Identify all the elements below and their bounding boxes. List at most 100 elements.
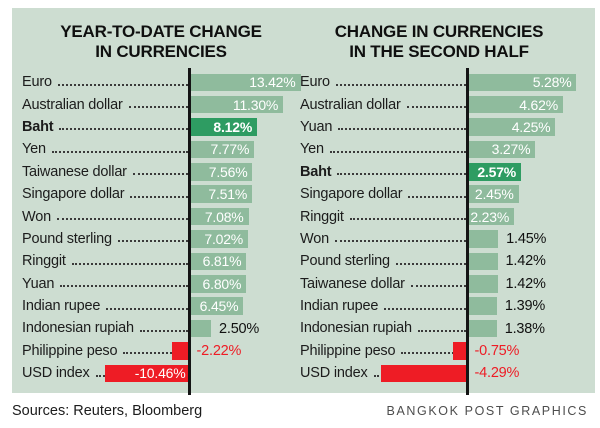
chart-title-line: IN THE SECOND HALF — [349, 42, 529, 61]
bar: 6.80% — [190, 275, 247, 293]
bar: 7.08% — [190, 207, 249, 226]
bar-zone: 13.42% — [190, 73, 301, 91]
value-label: 7.56% — [208, 163, 248, 180]
chart-row: Yuan 4.25% — [300, 116, 578, 138]
bar — [468, 275, 498, 293]
value-label: 4.62% — [519, 96, 558, 113]
chart-row: Pound sterling 1.42% — [300, 250, 578, 272]
chart-row: Ringgit 6.81% — [22, 250, 300, 272]
dotted-leader — [406, 106, 466, 109]
bar: 7.02% — [190, 230, 249, 248]
bar — [190, 319, 211, 338]
category-label: USD index — [22, 365, 90, 382]
dotted-leader — [384, 307, 466, 310]
label-zone: Yen — [22, 138, 188, 160]
label-zone: Philippine peso — [300, 340, 466, 362]
chart-row: USD index -4.29% — [300, 362, 578, 384]
value-label: 4.25% — [511, 119, 551, 136]
negative-bar — [380, 364, 469, 383]
bar-zone: 6.80% — [190, 275, 301, 293]
bar: 3.27% — [468, 140, 536, 159]
value-label: 6.45% — [199, 298, 239, 315]
bar: 7.77% — [190, 140, 255, 159]
dotted-leader — [335, 83, 466, 86]
label-zone: Yuan — [22, 273, 188, 295]
chart-row: Indonesian rupiah 1.38% — [300, 317, 578, 339]
value-label: 1.39% — [504, 298, 546, 315]
chart-rows: Euro 13.42% Australian dollar 11.30% Baht 8.1… — [22, 68, 301, 395]
dotted-leader — [130, 195, 188, 198]
chart-row: Australian dollar 11.30% — [22, 93, 300, 115]
value-label: 11.30% — [232, 96, 279, 113]
value-label: 3.27% — [491, 141, 531, 158]
axis-line — [466, 68, 469, 395]
value-label: 6.80% — [202, 275, 242, 292]
bar: 4.62% — [468, 95, 563, 114]
category-label: Taiwanese dollar — [22, 163, 127, 180]
chart-ytd-change: YEAR-TO-DATE CHANGE IN CURRENCIES Euro 13… — [22, 14, 301, 395]
chart-row: Philippine peso -0.75% — [300, 340, 578, 362]
bar-zone: 7.77% — [190, 140, 301, 159]
value-label: 6.81% — [202, 253, 242, 270]
bar-zone: 1.42% — [468, 252, 579, 271]
negative-bar: -10.46% — [104, 364, 191, 383]
category-label: Baht — [300, 163, 332, 180]
chart-row: Philippine peso -2.22% — [22, 340, 300, 362]
chart-title-line: YEAR-TO-DATE CHANGE — [60, 22, 262, 41]
bar-zone: -2.22% — [172, 342, 301, 360]
category-label: Yen — [300, 141, 324, 158]
dotted-leader — [57, 83, 188, 86]
chart-row: Baht 2.57% — [300, 161, 578, 183]
chart-row: Australian dollar 4.62% — [300, 93, 578, 115]
category-label: Won — [22, 208, 51, 225]
footer: Sources: Reuters, Bloomberg BANGKOK POST… — [12, 399, 588, 423]
bar-zone: 2.57% — [468, 163, 579, 181]
bar — [468, 230, 499, 248]
bar-zone: -10.46% — [104, 364, 301, 383]
chart-row: Yuan 6.80% — [22, 273, 300, 295]
value-label: 2.23% — [470, 208, 510, 225]
chart-title-second-half: CHANGE IN CURRENCIES IN THE SECOND HALF — [300, 22, 578, 62]
value-label: 2.57% — [477, 163, 517, 180]
bar-zone: 6.81% — [190, 252, 301, 271]
category-label: Yuan — [300, 118, 333, 135]
bar-zone: 7.56% — [190, 163, 301, 181]
category-label: Euro — [22, 74, 52, 91]
bar-zone: 1.39% — [468, 297, 579, 315]
value-label: 2.50% — [219, 320, 260, 337]
axis-line — [188, 68, 191, 395]
chart-row: Euro 13.42% — [22, 71, 301, 93]
value-label: 1.42% — [505, 275, 546, 292]
chart-second-half-change: CHANGE IN CURRENCIES IN THE SECOND HALF … — [300, 14, 579, 395]
negative-bar — [453, 342, 469, 360]
label-zone: Taiwanese dollar — [300, 273, 466, 295]
bar: 7.56% — [190, 163, 253, 181]
dotted-leader — [128, 106, 188, 109]
bar-zone: 6.45% — [190, 297, 301, 315]
bar — [468, 297, 497, 315]
label-zone: Pound sterling — [22, 228, 188, 250]
category-label: Indian rupee — [22, 298, 101, 315]
category-label: Indian rupee — [300, 298, 379, 315]
value-label: 13.42% — [249, 74, 296, 91]
dotted-leader — [117, 240, 188, 243]
label-zone: Australian dollar — [300, 93, 466, 115]
bar-zone: 4.25% — [468, 118, 579, 136]
bar: 2.23% — [468, 207, 515, 226]
value-label: 1.42% — [505, 253, 546, 270]
label-zone: Indonesian rupiah — [22, 317, 188, 339]
dotted-leader — [106, 307, 188, 310]
bar-zone: 1.38% — [468, 319, 579, 338]
label-zone: Won — [300, 228, 466, 250]
category-label: Philippine peso — [22, 342, 118, 359]
chart-row: Euro 5.28% — [300, 71, 578, 93]
label-zone: Singapore dollar — [300, 183, 466, 205]
bar-zone: 2.50% — [190, 319, 301, 338]
chart-rows: Euro 5.28% Australian dollar 4.62% Yuan 4.25%… — [300, 68, 579, 395]
value-label: -0.75% — [474, 342, 520, 359]
dotted-leader — [417, 329, 466, 332]
bar: 5.28% — [468, 73, 577, 91]
category-label: Singapore dollar — [300, 186, 403, 203]
dotted-leader — [60, 285, 188, 288]
chart-row: Ringgit 2.23% — [300, 205, 578, 227]
